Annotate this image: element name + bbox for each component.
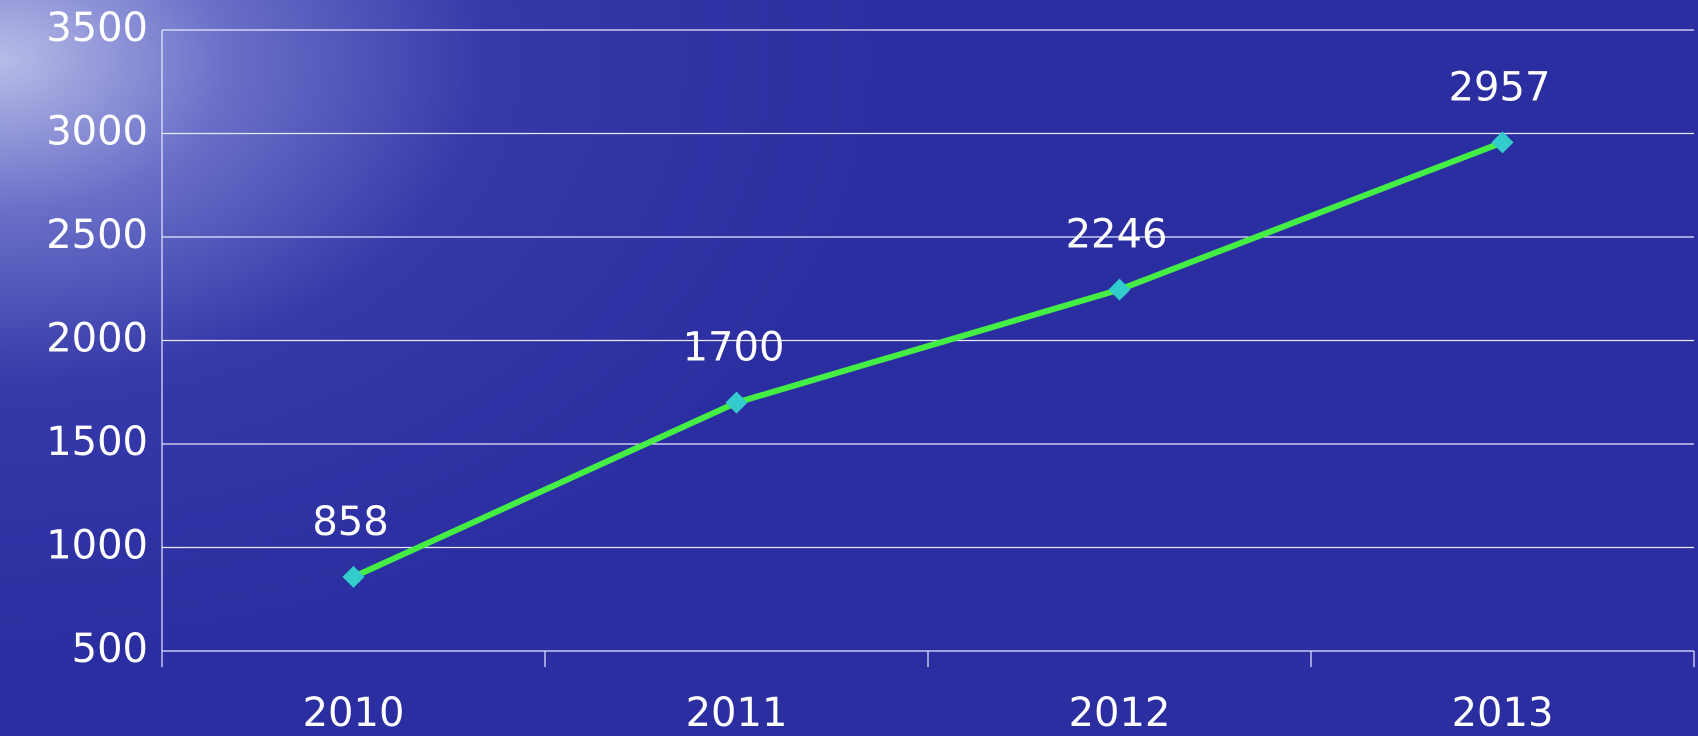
x-tick-label: 2012: [1069, 690, 1171, 736]
data-label: 2957: [1449, 64, 1551, 110]
x-tick-label: 2011: [686, 690, 788, 736]
y-tick-label: 2000: [46, 316, 148, 362]
marker: [1492, 131, 1514, 153]
marker: [343, 566, 365, 588]
line: [354, 142, 1503, 576]
y-tick-label: 1000: [46, 523, 148, 569]
y-tick-label: 1500: [46, 419, 148, 465]
y-tick-label: 500: [72, 626, 148, 672]
page: 500 1000 1500 2000 2500 3000 3500 2010 2011 2012 2…: [0, 0, 1698, 736]
data-label: 1700: [683, 325, 785, 371]
data-label: 858: [312, 499, 388, 545]
x-tick-label: 2013: [1452, 690, 1554, 736]
y-tick-label: 3500: [46, 5, 148, 51]
y-tick-label: 2500: [46, 212, 148, 258]
marker: [1109, 279, 1131, 301]
data-label: 2246: [1066, 212, 1168, 258]
x-tick-label: 2010: [303, 690, 405, 736]
chart: 500 1000 1500 2000 2500 3000 3500 2010 2011 2012 2…: [0, 0, 1698, 736]
y-tick-label: 3000: [46, 109, 148, 155]
marker: [726, 392, 748, 414]
